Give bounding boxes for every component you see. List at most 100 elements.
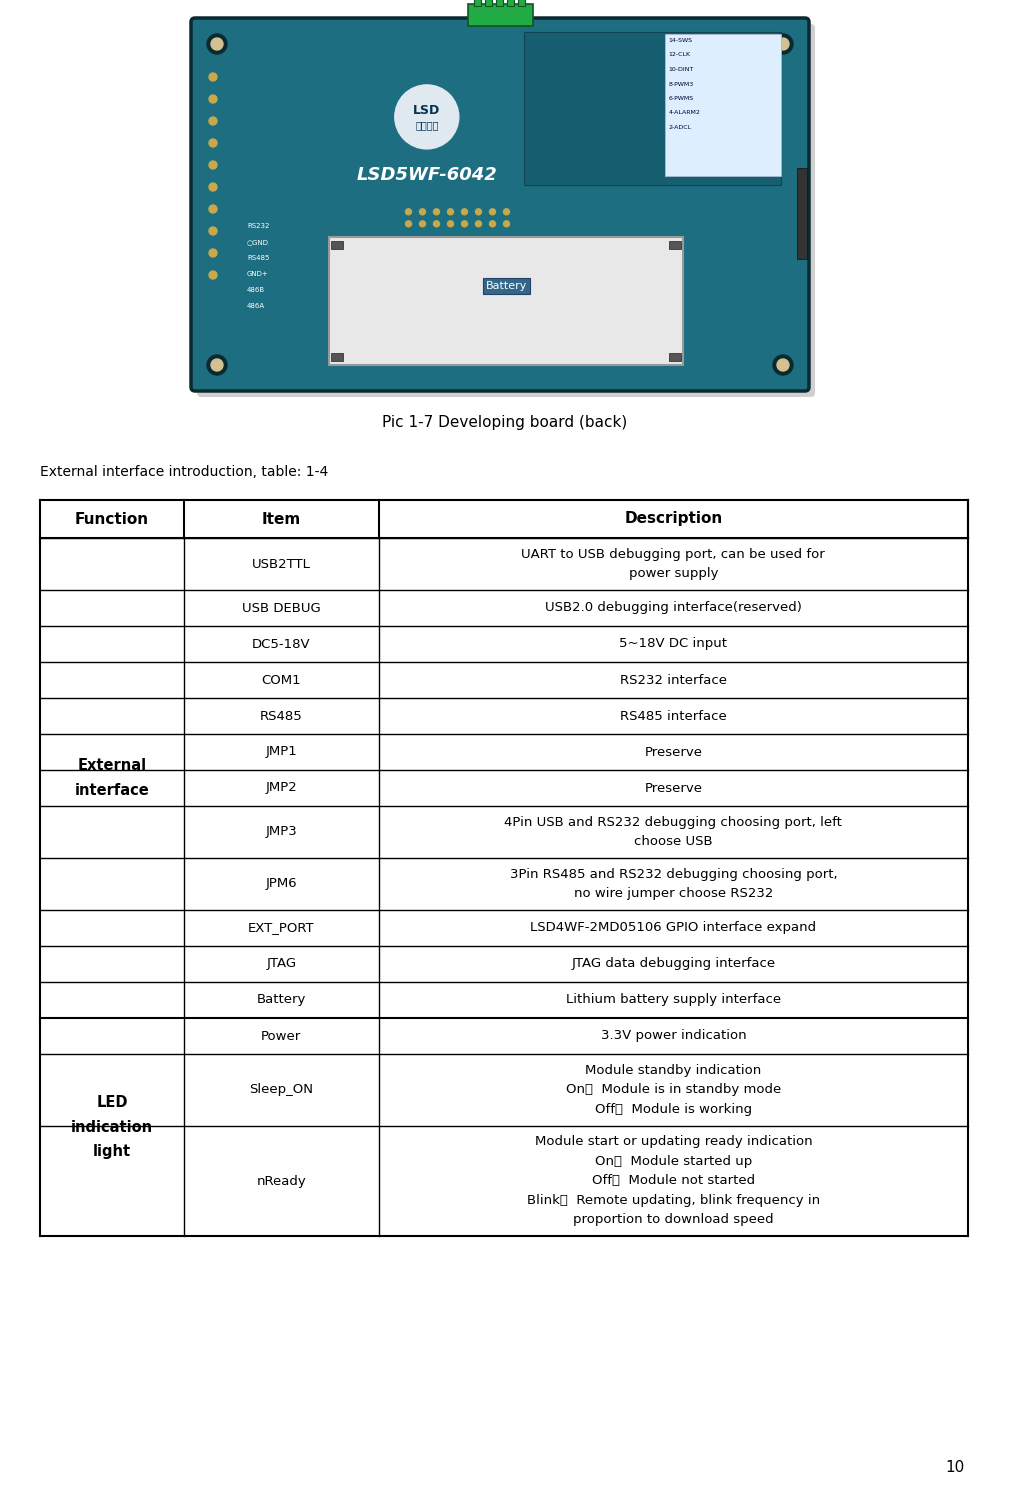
Text: 5~18V DC input: 5~18V DC input [619,638,727,650]
Text: LSD4WF-2MD05106 GPIO interface expand: LSD4WF-2MD05106 GPIO interface expand [530,922,816,935]
Text: 6-PWMS: 6-PWMS [669,96,694,101]
Text: ○GND: ○GND [247,239,269,245]
Text: JTAG: JTAG [267,958,296,971]
Text: Lithium battery supply interface: Lithium battery supply interface [566,994,781,1007]
Text: JPM6: JPM6 [266,878,297,890]
Bar [485,0,492,6]
Circle shape [209,161,217,170]
Text: RS485: RS485 [247,255,270,261]
Text: RS232: RS232 [247,224,270,230]
Circle shape [207,35,227,54]
Circle shape [433,221,439,227]
Circle shape [504,209,509,215]
Bar [506,0,513,6]
Circle shape [490,209,496,215]
Circle shape [462,221,468,227]
Text: COM1: COM1 [262,674,301,686]
Text: External interface introduction, table: 1-4: External interface introduction, table: … [40,465,328,479]
Text: JTAG data debugging interface: JTAG data debugging interface [572,958,776,971]
Text: 486B: 486B [247,287,265,293]
Circle shape [490,221,496,227]
Circle shape [209,272,217,279]
Circle shape [447,221,453,227]
Circle shape [211,38,223,50]
Circle shape [207,356,227,375]
Text: External
interface: External interface [75,758,149,799]
Text: Preserve: Preserve [644,746,702,758]
Text: Description: Description [624,512,722,527]
Circle shape [209,227,217,236]
Circle shape [419,221,425,227]
Text: JMP2: JMP2 [266,782,297,794]
Text: 14-SWS: 14-SWS [669,38,693,44]
Text: 4Pin USB and RS232 debugging choosing port, left
choose USB: 4Pin USB and RS232 debugging choosing po… [504,815,842,848]
Text: LSD: LSD [413,105,440,117]
Text: 10: 10 [945,1460,965,1475]
Text: LED
indication
light: LED indication light [71,1094,153,1159]
Bar [517,0,524,6]
Circle shape [395,86,459,149]
Text: Preserve: Preserve [644,782,702,794]
Bar [474,0,481,6]
Text: Pic 1-7 Developing board (back): Pic 1-7 Developing board (back) [383,414,627,429]
Bar [797,168,807,260]
Circle shape [476,209,482,215]
Text: Power: Power [262,1030,301,1043]
Circle shape [777,359,789,371]
Text: RS485 interface: RS485 interface [620,710,727,722]
Circle shape [209,183,217,191]
Text: Item: Item [262,512,301,527]
FancyBboxPatch shape [197,24,815,396]
Text: LSD5WF-6042: LSD5WF-6042 [357,167,497,185]
Text: GND+: GND+ [247,272,269,278]
Text: JMP1: JMP1 [266,746,297,758]
Circle shape [209,249,217,257]
Text: Battery: Battery [257,994,306,1007]
Text: USB2TTL: USB2TTL [251,557,311,570]
Circle shape [405,209,411,215]
Circle shape [462,209,468,215]
Circle shape [433,209,439,215]
Circle shape [504,221,509,227]
Circle shape [209,140,217,147]
Bar [524,32,781,185]
Text: JMP3: JMP3 [266,826,297,839]
Text: 一利尔达: 一利尔达 [415,120,438,131]
Circle shape [773,35,793,54]
Text: 10-DINT: 10-DINT [669,68,694,72]
Circle shape [209,206,217,213]
Circle shape [476,221,482,227]
Bar [665,35,781,176]
Text: Sleep_ON: Sleep_ON [249,1084,313,1097]
Text: nReady: nReady [257,1174,306,1187]
Circle shape [209,95,217,104]
Text: 4-ALARM2: 4-ALARM2 [669,111,701,116]
Text: USB2.0 debugging interface(reserved): USB2.0 debugging interface(reserved) [545,602,802,614]
Circle shape [211,359,223,371]
Circle shape [405,221,411,227]
Text: RS232 interface: RS232 interface [620,674,727,686]
Text: RS485: RS485 [260,710,303,722]
Text: DC5-18V: DC5-18V [251,638,311,650]
Circle shape [773,356,793,375]
Text: 486A: 486A [247,303,265,309]
Text: 2-ADCL: 2-ADCL [669,125,692,131]
Bar [329,237,683,365]
FancyBboxPatch shape [191,18,809,390]
Circle shape [209,117,217,125]
Text: 3.3V power indication: 3.3V power indication [601,1030,746,1043]
Text: 8-PWM3: 8-PWM3 [669,81,694,87]
Text: UART to USB debugging port, can be used for
power supply: UART to USB debugging port, can be used … [521,548,825,581]
Circle shape [209,74,217,81]
Bar [331,353,343,362]
Bar [468,5,532,26]
Text: 3Pin RS485 and RS232 debugging choosing port,
no wire jumper choose RS232: 3Pin RS485 and RS232 debugging choosing … [510,868,837,901]
Bar [496,0,503,6]
Text: Module standby indication
On：  Module is in standby mode
Off：  Module is working: Module standby indication On： Module is … [566,1064,781,1117]
Text: USB DEBUG: USB DEBUG [242,602,320,614]
Bar [669,353,681,362]
Text: 12-CLK: 12-CLK [669,53,691,57]
Circle shape [419,209,425,215]
Text: EXT_PORT: EXT_PORT [248,922,314,935]
Text: Battery: Battery [486,281,527,291]
